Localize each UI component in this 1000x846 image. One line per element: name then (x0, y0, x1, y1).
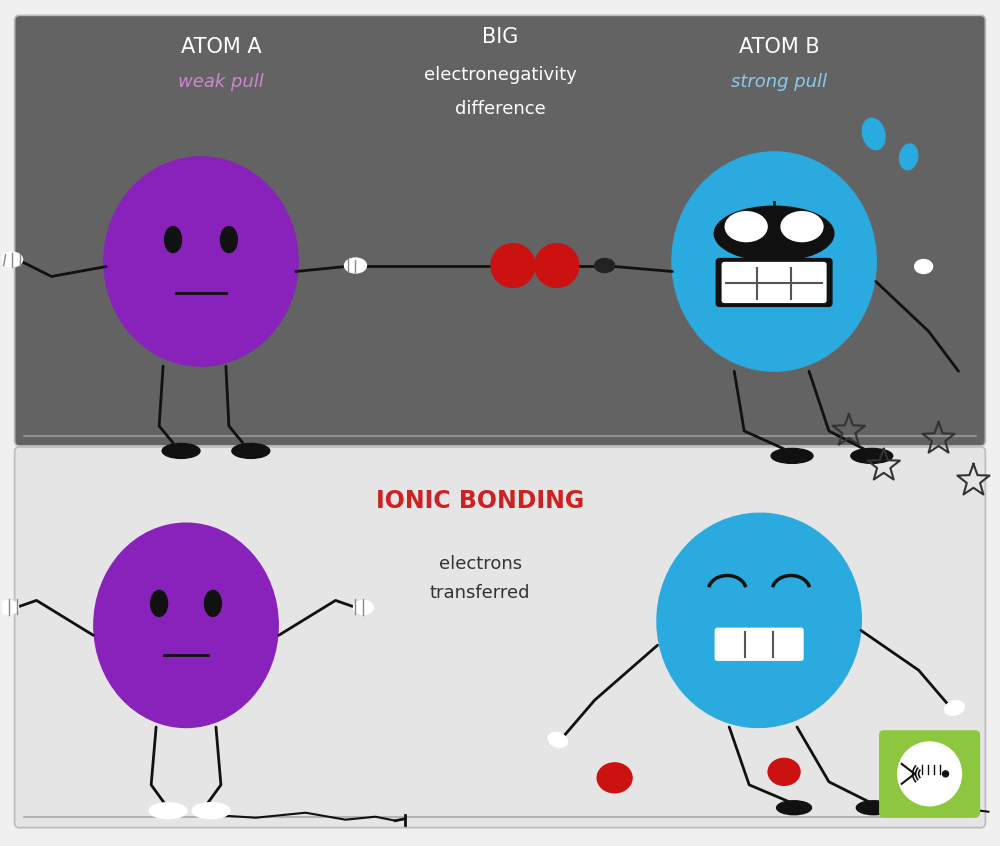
Circle shape (898, 742, 961, 805)
FancyBboxPatch shape (716, 259, 832, 306)
Text: BIG: BIG (482, 27, 518, 47)
Circle shape (491, 244, 535, 288)
Ellipse shape (0, 601, 19, 614)
Text: transferred: transferred (430, 585, 530, 602)
Ellipse shape (204, 591, 221, 617)
Ellipse shape (151, 591, 168, 617)
Text: IONIC BONDING: IONIC BONDING (376, 489, 584, 513)
Ellipse shape (104, 157, 298, 366)
Ellipse shape (597, 763, 632, 793)
Ellipse shape (768, 758, 800, 785)
Text: electrons: electrons (439, 554, 522, 573)
Ellipse shape (672, 152, 876, 371)
Ellipse shape (851, 448, 893, 464)
Ellipse shape (162, 443, 200, 459)
FancyBboxPatch shape (715, 629, 803, 660)
Ellipse shape (345, 258, 366, 273)
FancyBboxPatch shape (15, 447, 985, 827)
Ellipse shape (353, 601, 373, 614)
Ellipse shape (595, 259, 615, 272)
Ellipse shape (725, 212, 767, 242)
Text: strong pull: strong pull (731, 73, 827, 91)
Ellipse shape (943, 771, 949, 777)
Ellipse shape (94, 523, 278, 728)
Ellipse shape (781, 212, 823, 242)
Ellipse shape (771, 448, 813, 464)
FancyBboxPatch shape (15, 15, 985, 446)
Ellipse shape (945, 700, 964, 715)
Ellipse shape (856, 801, 891, 815)
Ellipse shape (915, 260, 933, 273)
Ellipse shape (1, 252, 23, 267)
Ellipse shape (862, 118, 885, 150)
Text: ATOM A: ATOM A (181, 37, 261, 58)
FancyBboxPatch shape (722, 262, 826, 302)
Ellipse shape (220, 227, 237, 253)
Text: electronegativity: electronegativity (424, 66, 576, 84)
Ellipse shape (149, 803, 187, 819)
Ellipse shape (900, 144, 918, 170)
Ellipse shape (192, 803, 230, 819)
FancyBboxPatch shape (880, 731, 979, 816)
Ellipse shape (714, 206, 834, 261)
Ellipse shape (232, 443, 270, 459)
Text: weak pull: weak pull (178, 73, 264, 91)
Text: difference: difference (455, 100, 545, 118)
Ellipse shape (777, 801, 811, 815)
Text: ATOM B: ATOM B (739, 37, 819, 58)
Circle shape (535, 244, 579, 288)
Ellipse shape (165, 227, 182, 253)
Ellipse shape (657, 514, 861, 728)
Ellipse shape (548, 733, 567, 747)
